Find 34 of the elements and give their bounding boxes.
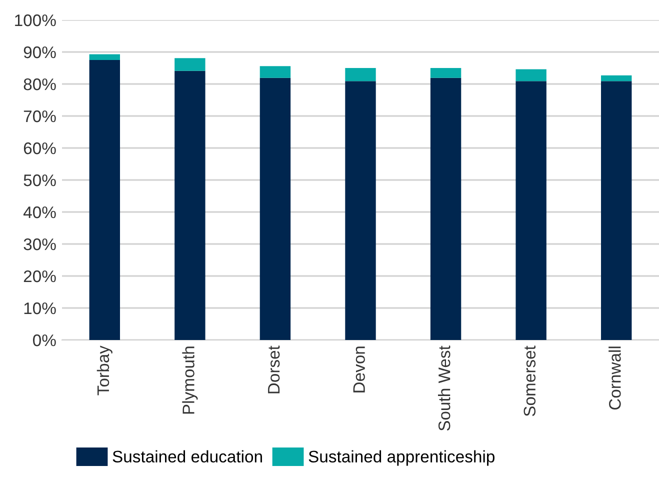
bar: [516, 81, 546, 340]
x-tick-label: Dorset: [268, 346, 280, 394]
y-tick-label: 100%: [15, 14, 56, 26]
y-tick-label: 60%: [24, 142, 56, 154]
y-tick-label: 30%: [24, 238, 56, 250]
x-tick-label: South West: [438, 346, 450, 431]
bar: [260, 78, 291, 340]
y-tick-label: 90%: [24, 46, 56, 58]
y-tick-label: 10%: [24, 302, 56, 314]
legend-label: Sustained education: [112, 450, 262, 463]
x-tick-label: Somerset: [524, 346, 536, 416]
bar: [174, 70, 206, 340]
x-tick-label: Devon: [353, 346, 365, 392]
bar: [345, 81, 376, 340]
x-tick-label: Torbay: [96, 346, 112, 396]
bar: [89, 54, 120, 60]
bar: [601, 81, 632, 340]
y-tick-label: 50%: [24, 174, 56, 186]
y-tick-label: 0%: [33, 334, 56, 346]
y-tick-label: 70%: [24, 110, 56, 122]
bar: [345, 68, 376, 82]
x-tick-label: Plymouth: [182, 346, 198, 414]
y-tick-label: 20%: [24, 270, 56, 282]
bar: [174, 58, 206, 71]
x-tick-label: Cornwall: [608, 346, 621, 410]
y-tick-label: 80%: [24, 78, 56, 90]
bar: [516, 69, 546, 82]
bar: [601, 75, 632, 82]
y-tick-label: 40%: [23, 206, 56, 218]
bar: [89, 60, 120, 340]
bar: [260, 66, 291, 78]
bar: [430, 78, 462, 340]
bar: [430, 68, 462, 78]
legend-label: Sustained apprenticeship: [308, 450, 494, 466]
